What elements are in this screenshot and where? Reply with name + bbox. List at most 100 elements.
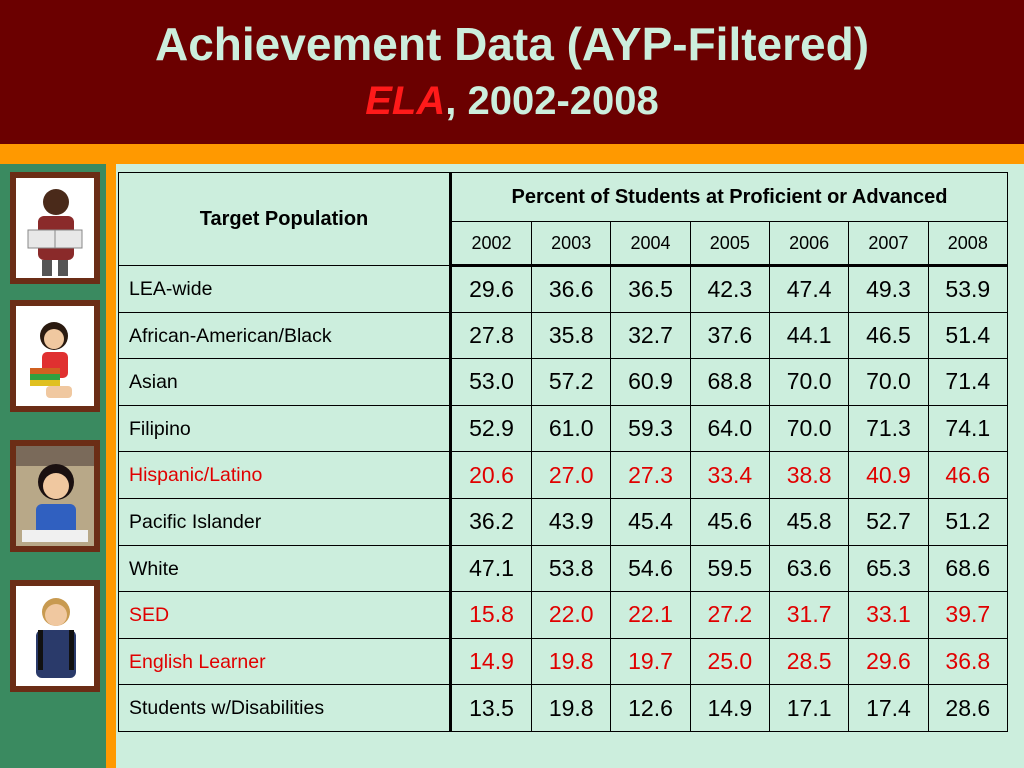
year-header-row: 2002 2003 2004 2005 2006 2007 2008 <box>119 221 1009 267</box>
percent-cell: 70.0 <box>848 358 929 406</box>
percent-cell: 53.9 <box>927 265 1009 313</box>
percent-cell: 36.5 <box>610 265 691 313</box>
subtitle-rest: , 2002-2008 <box>445 79 659 123</box>
population-label: SED <box>118 591 452 639</box>
percent-cell: 38.8 <box>768 451 850 499</box>
percent-cell: 53.0 <box>449 358 533 406</box>
percent-cell: 27.8 <box>449 311 533 360</box>
child-reading-photo <box>10 172 100 284</box>
percent-cell: 39.7 <box>927 591 1009 639</box>
percent-cell: 64.0 <box>689 404 770 453</box>
percent-cell: 71.4 <box>927 358 1009 406</box>
percent-cell: 53.8 <box>531 544 612 593</box>
table-row: LEA-wide 29.6 36.6 36.5 42.3 47.4 49.3 53.9 <box>118 265 1009 313</box>
percent-cell: 31.7 <box>768 591 850 639</box>
percent-cell: 70.0 <box>768 358 850 406</box>
population-label: Filipino <box>118 404 452 453</box>
percent-cell: 54.6 <box>610 544 691 593</box>
percent-cell: 22.1 <box>610 591 691 639</box>
percent-cell: 59.3 <box>610 404 691 453</box>
table-row: African-American/Black 27.8 35.8 32.7 37.6 44… <box>118 311 1009 360</box>
percent-cell: 14.9 <box>449 637 533 686</box>
percent-cell: 36.6 <box>531 265 612 313</box>
percent-cell: 61.0 <box>531 404 612 453</box>
percent-cell: 74.1 <box>927 404 1009 453</box>
percent-cell: 60.9 <box>610 358 691 406</box>
achievement-table: Target Population Percent of Students at… <box>118 172 1009 732</box>
table-row: Pacific Islander 36.2 43.9 45.4 45.6 45.8 52.7… <box>118 497 1009 546</box>
population-label: Asian <box>118 358 452 406</box>
percent-cell: 27.2 <box>689 591 770 639</box>
percent-cell: 63.6 <box>768 544 850 593</box>
year-header: 2006 <box>768 221 850 267</box>
percent-cell: 68.6 <box>927 544 1009 593</box>
percent-cell: 22.0 <box>531 591 612 639</box>
percent-cell: 25.0 <box>689 637 770 686</box>
percent-cell: 43.9 <box>531 497 612 546</box>
year-header: 2002 <box>449 221 533 267</box>
percent-cell: 40.9 <box>848 451 929 499</box>
percent-cell: 45.4 <box>610 497 691 546</box>
percent-proficient-header: Percent of Students at Proficient or Adv… <box>450 172 1008 222</box>
percent-cell: 17.4 <box>848 684 929 732</box>
percent-cell: 33.1 <box>848 591 929 639</box>
percent-cell: 42.3 <box>689 265 770 313</box>
percent-cell: 36.8 <box>927 637 1009 686</box>
percent-cell: 15.8 <box>449 591 533 639</box>
percent-cell: 46.6 <box>927 451 1009 499</box>
year-header: 2004 <box>610 221 691 267</box>
percent-cell: 52.7 <box>848 497 929 546</box>
percent-cell: 65.3 <box>848 544 929 593</box>
year-header: 2005 <box>689 221 770 267</box>
population-label: English Learner <box>118 637 452 686</box>
population-label: Hispanic/Latino <box>118 451 452 499</box>
percent-cell: 28.5 <box>768 637 850 686</box>
table-row: SED 15.8 22.0 22.1 27.2 31.7 33.1 39.7 <box>118 591 1009 639</box>
percent-cell: 51.4 <box>927 311 1009 360</box>
percent-cell: 57.2 <box>531 358 612 406</box>
table-row: Hispanic/Latino 20.6 27.0 27.3 33.4 38.8 40.9 4… <box>118 451 1009 499</box>
percent-cell: 19.7 <box>610 637 691 686</box>
percent-cell: 70.0 <box>768 404 850 453</box>
table-row: Filipino 52.9 61.0 59.3 64.0 70.0 71.3 74.1 <box>118 404 1009 453</box>
percent-cell: 20.6 <box>449 451 533 499</box>
percent-cell: 71.3 <box>848 404 929 453</box>
percent-cell: 46.5 <box>848 311 929 360</box>
orange-sidebar-edge <box>106 164 116 768</box>
percent-cell: 14.9 <box>689 684 770 732</box>
girl-with-books-photo <box>10 300 100 412</box>
page-subtitle: ELA, 2002-2008 <box>0 78 1024 124</box>
percent-cell: 13.5 <box>449 684 533 732</box>
percent-cell: 47.4 <box>768 265 850 313</box>
percent-cell: 49.3 <box>848 265 929 313</box>
percent-cell: 28.6 <box>927 684 1009 732</box>
year-header: 2003 <box>531 221 612 267</box>
percent-cell: 17.1 <box>768 684 850 732</box>
percent-cell: 19.8 <box>531 684 612 732</box>
percent-cell: 45.6 <box>689 497 770 546</box>
achievement-table-container: Target Population Percent of Students at… <box>118 172 1009 732</box>
percent-cell: 19.8 <box>531 637 612 686</box>
percent-cell: 52.9 <box>449 404 533 453</box>
table-row: Students w/Disabilities 13.5 19.8 12.6 14.9 1… <box>118 684 1009 732</box>
percent-cell: 51.2 <box>927 497 1009 546</box>
population-label: LEA-wide <box>118 265 452 313</box>
population-label: Students w/Disabilities <box>118 684 452 732</box>
percent-cell: 45.8 <box>768 497 850 546</box>
title-banner: Achievement Data (AYP-Filtered) ELA, 200… <box>0 0 1024 144</box>
percent-cell: 33.4 <box>689 451 770 499</box>
percent-cell: 59.5 <box>689 544 770 593</box>
percent-cell: 35.8 <box>531 311 612 360</box>
orange-divider <box>0 144 1024 164</box>
population-label: Pacific Islander <box>118 497 452 546</box>
year-header: 2007 <box>848 221 929 267</box>
year-header: 2008 <box>927 221 1009 267</box>
percent-cell: 29.6 <box>449 265 533 313</box>
percent-cell: 12.6 <box>610 684 691 732</box>
girl-smiling-photo <box>10 440 100 552</box>
page-title: Achievement Data (AYP-Filtered) <box>154 18 870 70</box>
table-body: LEA-wide 29.6 36.6 36.5 42.3 47.4 49.3 53.9 Afri… <box>118 265 1009 732</box>
boy-with-backpack-photo <box>10 580 100 692</box>
percent-cell: 29.6 <box>848 637 929 686</box>
percent-cell: 44.1 <box>768 311 850 360</box>
